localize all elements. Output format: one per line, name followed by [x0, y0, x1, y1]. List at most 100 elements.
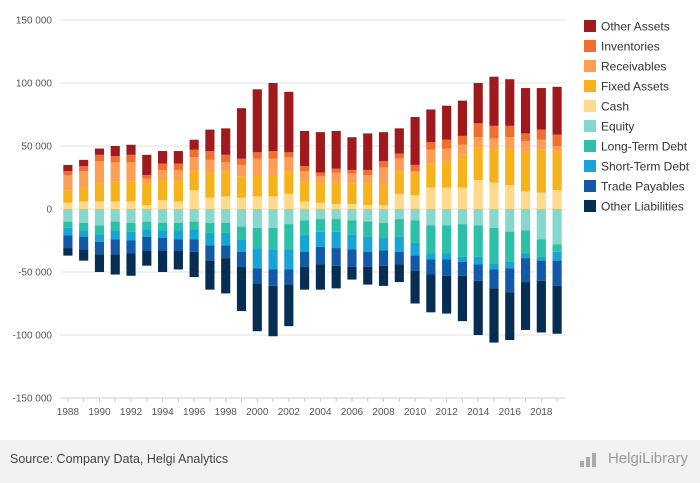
bar-segment — [63, 209, 72, 222]
bar-segment — [190, 239, 199, 252]
bar-segment — [174, 209, 183, 223]
bar-segment — [442, 276, 451, 314]
bar-segment — [489, 269, 498, 288]
bar-segment — [237, 176, 246, 197]
bar-segment — [363, 222, 372, 237]
x-tick-label: 2018 — [530, 407, 553, 418]
brand-logo: HelgiLibrary — [580, 450, 688, 467]
bar-segment — [111, 239, 120, 254]
bar-segment — [205, 246, 214, 261]
footer-bar: Source: Company Data, Helgi Analytics He… — [0, 440, 700, 483]
bar-segment — [63, 222, 72, 228]
bar-segment — [442, 225, 451, 253]
bar-segment — [63, 228, 72, 236]
bar-segment — [221, 258, 230, 293]
bar-segment — [205, 160, 214, 173]
bar-segment — [505, 149, 514, 186]
x-tick-label: 1994 — [151, 407, 174, 418]
bar-segment — [111, 162, 120, 181]
bars-logo-icon — [580, 451, 602, 467]
bar-segment — [205, 151, 214, 160]
bar-segment — [79, 166, 88, 171]
bar-segment — [332, 204, 341, 209]
bar-segment — [332, 169, 341, 173]
bar-segment — [411, 117, 420, 165]
legend-label: Trade Payables — [601, 180, 685, 194]
bar-segment — [190, 229, 199, 239]
bar-segment — [411, 243, 420, 256]
bar-segment — [395, 264, 404, 282]
bar-segment — [458, 101, 467, 136]
x-tick-label: 1998 — [215, 407, 238, 418]
bar-segment — [300, 252, 309, 267]
legend-swatch — [584, 160, 596, 172]
bar-segment — [111, 156, 120, 162]
bar-segment — [458, 209, 467, 224]
bar-segment — [347, 249, 356, 267]
bar-segment — [426, 275, 435, 313]
bar-segment — [489, 126, 498, 139]
bar-segment — [474, 281, 483, 335]
bar-segment — [521, 209, 530, 230]
source-note: Source: Company Data, Helgi Analytics — [10, 452, 228, 466]
legend-label: Long-Term Debt — [601, 140, 688, 154]
bar-segment — [316, 184, 325, 203]
bar-segment — [158, 238, 167, 251]
bar-segment — [537, 257, 546, 261]
bar-segment — [158, 251, 167, 272]
bar-segment — [505, 268, 514, 292]
bar-segment — [521, 151, 530, 191]
bar-segment — [537, 209, 546, 239]
bar-segment — [300, 235, 309, 251]
bar-segment — [537, 130, 546, 140]
bar-segment — [442, 209, 451, 225]
bar-segment — [142, 179, 151, 184]
bar-segment — [411, 171, 420, 174]
bar-segment — [347, 184, 356, 204]
bar-segment — [442, 106, 451, 140]
bar-segment — [458, 136, 467, 145]
bar-segment — [300, 171, 309, 181]
bar-segment — [426, 188, 435, 209]
bar-segment — [458, 155, 467, 188]
bar-segment — [300, 181, 309, 201]
bar-segment — [458, 257, 467, 262]
bar-segment — [411, 271, 420, 304]
bar-segment — [521, 253, 530, 258]
bar-segment — [253, 196, 262, 209]
bar-segment — [411, 220, 420, 243]
bar-segment — [347, 220, 356, 234]
bar-segment — [221, 171, 230, 196]
bar-segment — [332, 209, 341, 219]
bar-segment — [553, 286, 562, 334]
y-tick-label: -100 000 — [13, 331, 53, 342]
bar-segment — [174, 223, 183, 231]
legend-swatch — [584, 140, 596, 152]
bar-segment — [95, 242, 104, 255]
bar-segment — [126, 162, 135, 181]
bar-segment — [489, 183, 498, 209]
bar-segment — [79, 209, 88, 223]
bar-segment — [395, 128, 404, 153]
bar-segment — [316, 209, 325, 219]
bar-segment — [395, 237, 404, 252]
bar-segment — [79, 249, 88, 260]
bar-segment — [95, 225, 104, 234]
bar-segment — [458, 224, 467, 257]
bar-segment — [363, 175, 372, 184]
bar-segment — [221, 128, 230, 154]
x-tick-label: 1992 — [120, 407, 143, 418]
bar-segment — [237, 108, 246, 158]
x-tick-label: 1988 — [57, 407, 80, 418]
bar-segment — [142, 155, 151, 175]
bar-segment — [237, 239, 246, 252]
bar-segment — [205, 172, 214, 197]
bar-segment — [411, 174, 420, 195]
bar-segment — [379, 266, 388, 286]
bar-segment — [284, 157, 293, 171]
bar-segment — [537, 193, 546, 209]
y-tick-label: 50 000 — [21, 142, 52, 153]
bar-segment — [284, 171, 293, 194]
bar-segment — [221, 246, 230, 259]
bar-segment — [411, 209, 420, 220]
